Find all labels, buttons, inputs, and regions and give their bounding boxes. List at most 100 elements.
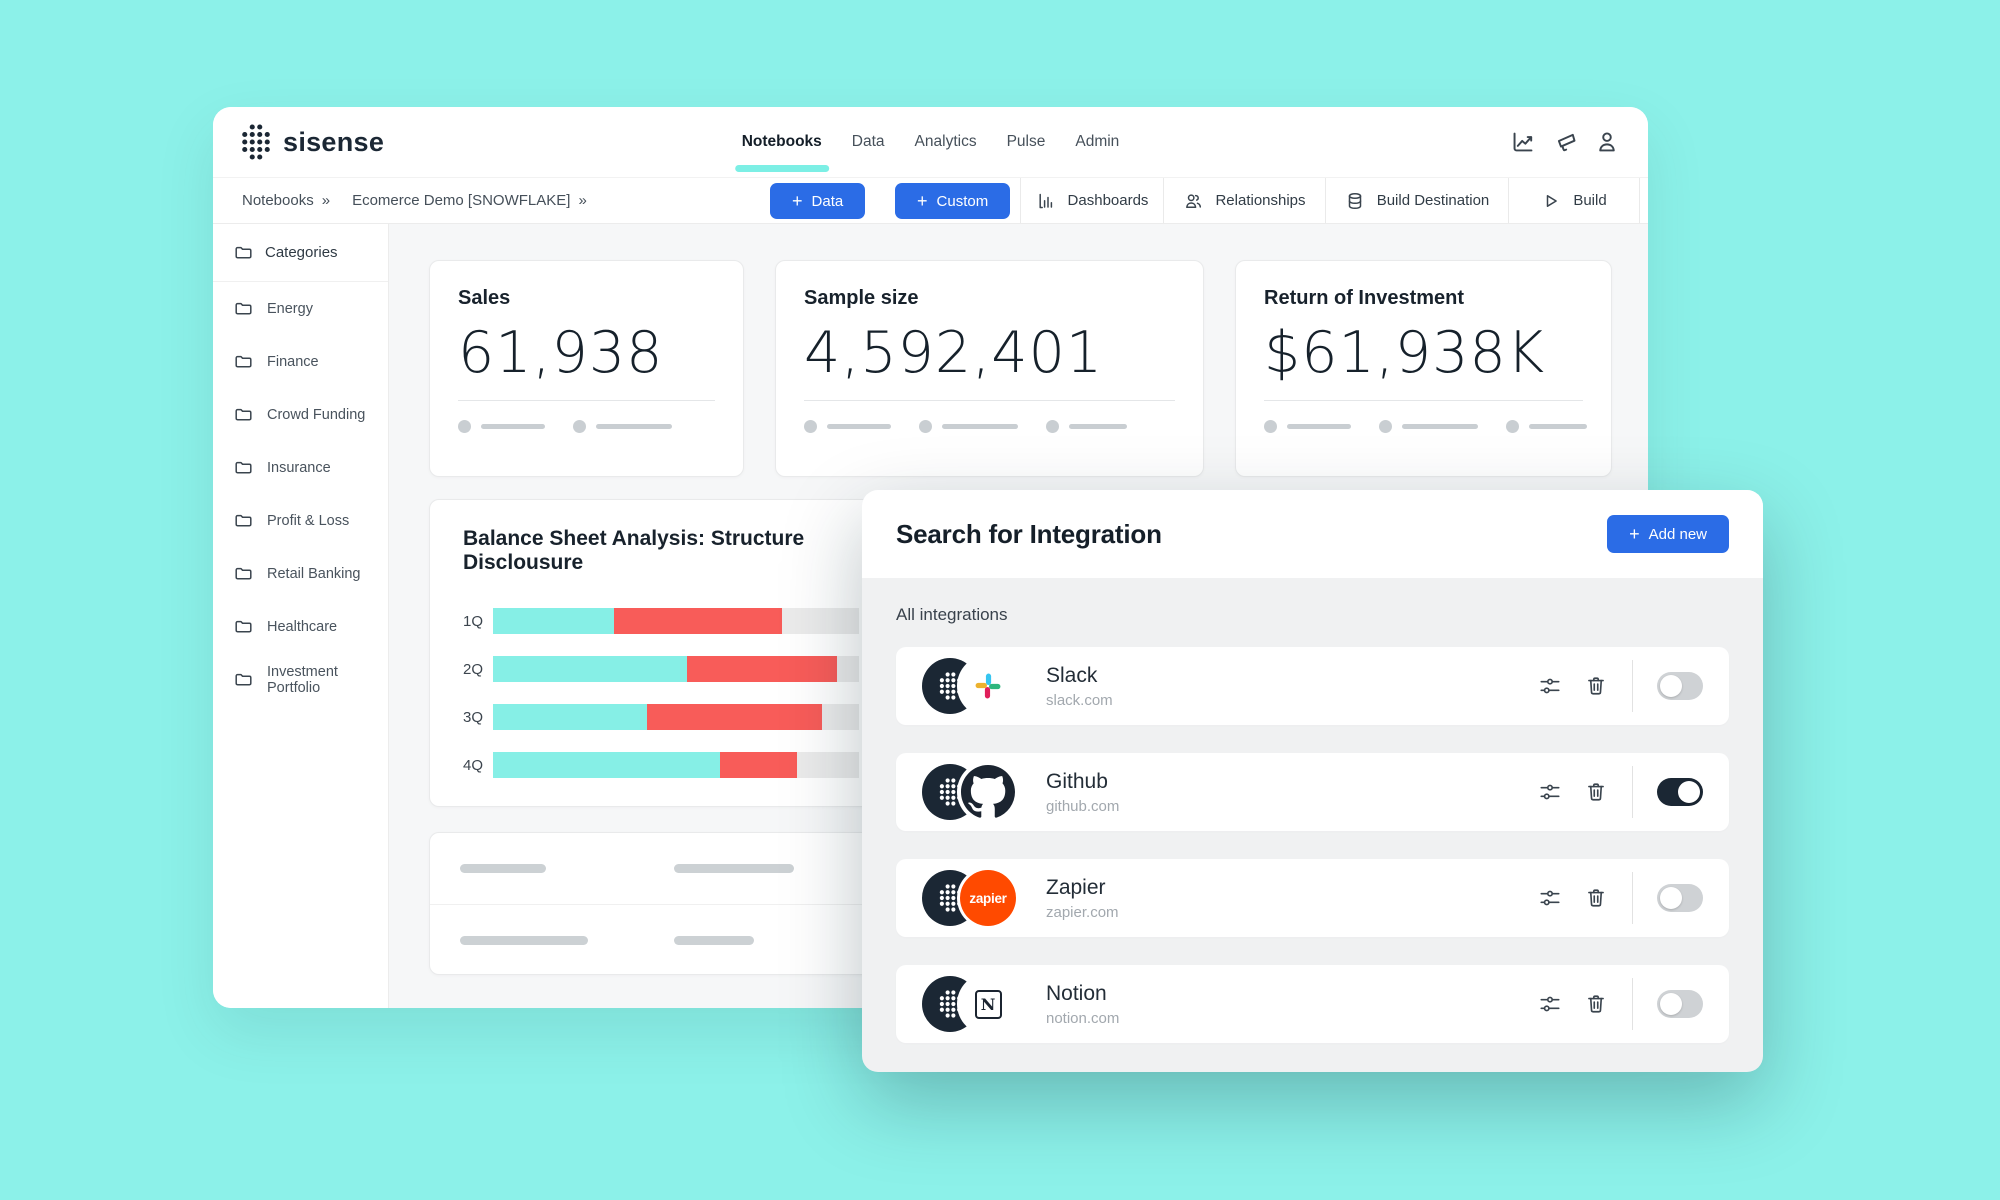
app-header: sisense Notebooks Data Analytics Pulse A… <box>213 107 1648 177</box>
bar-track <box>493 704 859 730</box>
sisense-dots-icon <box>939 884 961 912</box>
slack-logo-icon <box>975 673 1001 699</box>
skeleton-line <box>674 936 754 945</box>
divider <box>1632 872 1633 924</box>
folder-icon <box>235 673 252 686</box>
sisense-dots-icon <box>939 778 961 806</box>
bar-segment-primary <box>493 752 720 778</box>
sidebar-item-finance[interactable]: Finance <box>213 335 388 388</box>
loading-skeleton-card <box>429 832 890 975</box>
legend-placeholder <box>804 420 1175 433</box>
integration-row-zapier: zapier Zapier zapier.com <box>896 859 1729 937</box>
kpi-value: 61,938 <box>458 320 664 386</box>
integration-info: Github github.com <box>1046 770 1119 815</box>
skeleton-row <box>430 833 889 904</box>
kpi-value: $61,938K <box>1264 320 1546 386</box>
modal-body: All integrations <box>862 578 1763 1043</box>
sliders-icon[interactable] <box>1538 674 1562 698</box>
legend-dot <box>919 420 932 433</box>
sidebar-item-profit-loss[interactable]: Profit & Loss <box>213 494 388 547</box>
nav-item-pulse[interactable]: Pulse <box>1006 133 1046 150</box>
nav-item-notebooks[interactable]: Notebooks <box>734 107 829 177</box>
bar-segment-primary <box>493 704 647 730</box>
legend-dot <box>573 420 586 433</box>
add-new-button[interactable]: + Add new <box>1607 515 1729 553</box>
sliders-icon[interactable] <box>1538 780 1562 804</box>
sidebar-item-insurance[interactable]: Insurance <box>213 441 388 494</box>
sliders-icon[interactable] <box>1538 992 1562 1016</box>
folder-icon <box>235 246 252 259</box>
sidebar-item-healthcare[interactable]: Healthcare <box>213 600 388 653</box>
integration-actions <box>1538 872 1703 924</box>
nav-item-admin[interactable]: Admin <box>1075 133 1120 150</box>
skeleton-line <box>460 936 588 945</box>
tab-build-destination[interactable]: Build Destination <box>1325 178 1508 223</box>
divider <box>458 400 715 401</box>
kpi-title: Sample size <box>804 287 919 309</box>
toggle-knob <box>1660 887 1682 909</box>
zapier-avatar: zapier <box>960 870 1016 926</box>
breadcrumb-current[interactable]: Ecomerce Demo [SNOWFLAKE] <box>352 192 571 209</box>
integration-toggle[interactable] <box>1657 778 1703 806</box>
add-data-button[interactable]: + Data <box>770 183 866 219</box>
top-nav: Notebooks Data Analytics Pulse Admin <box>734 107 1120 177</box>
sidebar-item-investment-portfolio[interactable]: Investment Portfolio <box>213 653 388 706</box>
sidebar: Categories Energy Finance Crowd Funding <box>213 224 389 1008</box>
sidebar-header-categories: Categories <box>213 224 388 282</box>
plus-icon: + <box>917 191 928 211</box>
divider <box>804 400 1175 401</box>
kpi-title: Sales <box>458 287 511 309</box>
sisense-logo[interactable]: sisense <box>241 124 384 160</box>
legend-dot <box>1506 420 1519 433</box>
trash-icon[interactable] <box>1584 674 1608 698</box>
sliders-icon[interactable] <box>1538 886 1562 910</box>
trash-icon[interactable] <box>1584 780 1608 804</box>
kpi-card-roi: Return of Investment $61,938K <box>1235 260 1612 477</box>
tab-build[interactable]: Build <box>1508 178 1640 223</box>
toolbar: Notebooks » Ecomerce Demo [SNOWFLAKE] » … <box>213 177 1648 224</box>
bar-track <box>493 656 859 682</box>
integration-toggle[interactable] <box>1657 884 1703 912</box>
bar-label: 3Q <box>463 708 484 726</box>
sidebar-item-retail-banking[interactable]: Retail Banking <box>213 547 388 600</box>
add-custom-button[interactable]: + Custom <box>895 183 1011 219</box>
nav-item-analytics[interactable]: Analytics <box>914 133 977 150</box>
tab-dashboards[interactable]: Dashboards <box>1020 178 1163 223</box>
trash-icon[interactable] <box>1584 992 1608 1016</box>
sidebar-item-energy[interactable]: Energy <box>213 282 388 335</box>
breadcrumb-separator: » <box>578 192 586 209</box>
tab-relationships[interactable]: Relationships <box>1163 178 1325 223</box>
zapier-logo-text: zapier <box>969 890 1007 906</box>
bar-label: 4Q <box>463 756 484 774</box>
active-tab-underline <box>734 165 829 172</box>
skeleton-row <box>430 904 889 975</box>
integration-actions <box>1538 978 1703 1030</box>
breadcrumb-notebooks[interactable]: Notebooks <box>242 192 314 209</box>
nav-item-data[interactable]: Data <box>851 133 885 150</box>
integration-toggle[interactable] <box>1657 990 1703 1018</box>
notion-avatar: N <box>960 976 1016 1032</box>
kpi-value: 4,592,401 <box>804 320 1104 386</box>
bar-segment-secondary <box>646 704 823 730</box>
kpi-card-sample-size: Sample size 4,592,401 <box>775 260 1204 477</box>
legend-placeholder <box>458 420 715 433</box>
modal-title: Search for Integration <box>896 518 1162 549</box>
bar-track <box>493 752 859 778</box>
legend-bar <box>1402 424 1478 429</box>
people-icon <box>1186 193 1202 208</box>
bar-row: 3Q <box>463 704 859 730</box>
user-icon[interactable] <box>1594 129 1620 155</box>
notion-logo: N <box>974 989 1002 1019</box>
sidebar-item-crowd-funding[interactable]: Crowd Funding <box>213 388 388 441</box>
toggle-knob <box>1660 675 1682 697</box>
bar-chart-icon <box>1038 193 1052 208</box>
legend-bar <box>827 424 891 429</box>
bar-label: 2Q <box>463 660 484 678</box>
integration-actions <box>1538 660 1703 712</box>
megaphone-icon[interactable] <box>1552 129 1578 155</box>
integration-toggle[interactable] <box>1657 672 1703 700</box>
github-logo-icon <box>961 765 1015 818</box>
trash-icon[interactable] <box>1584 886 1608 910</box>
sidebar-items: Energy Finance Crowd Funding Insurance P… <box>213 282 388 706</box>
line-chart-icon[interactable] <box>1510 129 1536 155</box>
